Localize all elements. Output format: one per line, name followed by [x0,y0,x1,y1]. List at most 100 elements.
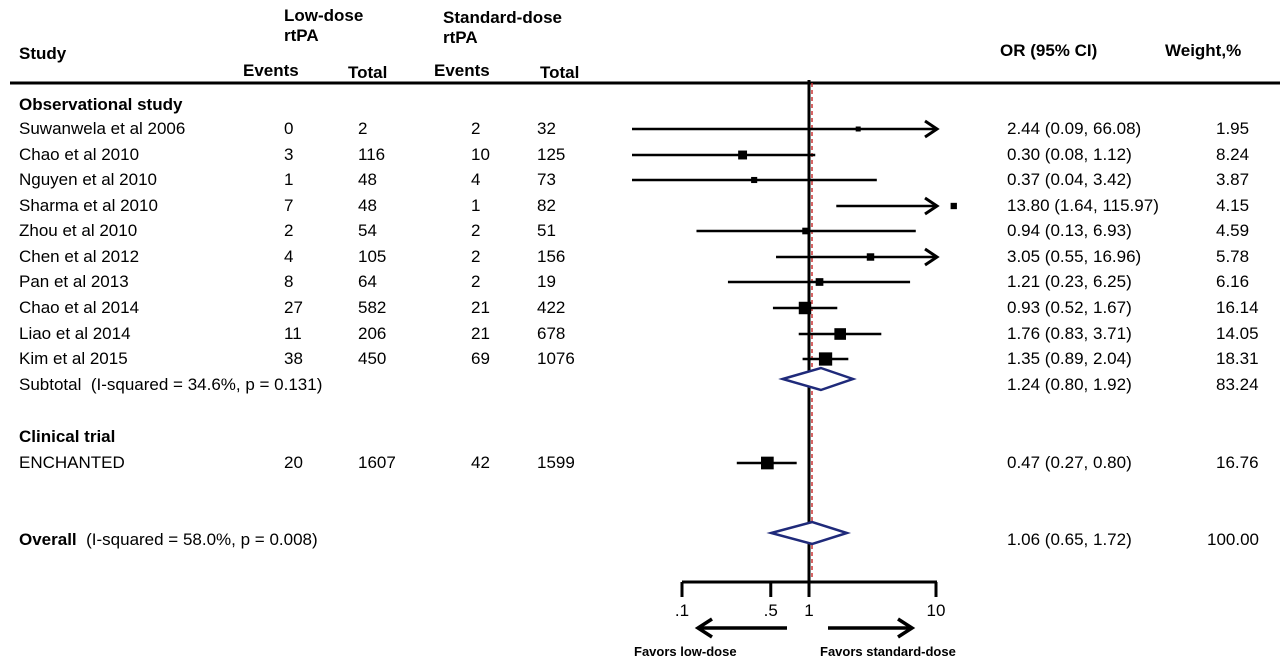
study-row-2-name: Chao et al 2010 [19,145,140,164]
study-row-10-low-events: 38 [284,349,303,368]
std-events-header: Events [434,61,490,80]
overall-or: 1.06 (0.65, 1.72) [1007,530,1132,549]
study-row-3-std-total: 73 [537,170,556,189]
trial-row-1-weight: 16.76 [1216,453,1259,472]
study-row-5-low-total: 54 [358,221,377,240]
study-row-2-weight: 8.24 [1216,145,1250,164]
subtotal-label: Subtotal [19,375,82,394]
favors-low-label: Favors low-dose [634,644,737,659]
study-row-2-low-events: 3 [284,145,294,164]
subtotal-weight: 83.24 [1216,375,1259,394]
study-row-2-low-total: 116 [358,145,386,164]
study-row-3-std-events: 4 [471,170,481,189]
study-row-3-low-total: 48 [358,170,377,189]
x-tick-label-2: .5 [764,601,778,620]
study-row-8-point [798,301,812,315]
study-row-5-point [802,227,809,235]
study-row-4-ci-arrow [924,196,940,216]
study-row-6-name: Chen et al 2012 [19,247,140,266]
study-row-6-std-total: 156 [537,247,566,266]
study-row-3-weight: 3.87 [1216,170,1250,189]
study-row-8-low-events: 27 [284,298,303,317]
study-row-1-point [855,126,861,132]
weight-header: Weight,% [1165,41,1242,60]
study-row-10-weight: 18.31 [1216,349,1259,368]
study-row-7-std-total: 19 [537,272,556,291]
study-row-5-name: Zhou et al 2010 [19,221,138,240]
study-row-4-point [950,202,957,210]
favors-low-arrowhead [694,617,713,639]
study-row-7-weight: 6.16 [1216,272,1250,291]
study-row-2-or-ci: 0.30 (0.08, 1.12) [1007,145,1132,164]
study-row-10-or-ci: 1.35 (0.89, 2.04) [1007,349,1132,368]
study-row-9-name: Liao et al 2014 [19,324,131,343]
study-row-8-or-ci: 0.93 (0.52, 1.67) [1007,298,1132,317]
study-row-7-point [815,278,824,286]
study-row-10-point [818,352,833,366]
study-row-1-low-total: 2 [358,119,368,138]
study-row-2-std-events: 10 [471,145,490,164]
study-row-8-std-total: 422 [537,298,566,317]
study-row-9-std-events: 21 [471,324,490,343]
study-row-7-low-total: 64 [358,272,377,291]
study-row-4-name: Sharma et al 2010 [19,196,158,215]
trial-row-1-std-events: 42 [471,453,490,472]
study-row-4-weight: 4.15 [1216,196,1250,215]
study-row-1-ci-arrow [924,119,940,139]
subtotal-row: Subtotal (I-squared = 34.6%, p = 0.131) [19,375,322,395]
study-row-4-low-total: 48 [358,196,377,215]
study-row-9-point [834,328,846,340]
study-row-1-or-ci: 2.44 (0.09, 66.08) [1007,119,1142,138]
study-row-6-or-ci: 3.05 (0.55, 16.96) [1007,247,1142,266]
x-tick-label-1: .1 [675,601,689,620]
x-tick-label-4: 10 [927,601,946,620]
study-row-7-std-events: 2 [471,272,481,291]
std-total-header: Total [540,63,580,82]
study-row-9-low-events: 11 [284,324,302,343]
study-row-10-std-events: 69 [471,349,490,368]
study-row-8-weight: 16.14 [1216,298,1259,317]
low-total-header: Total [348,63,388,82]
study-row-4-low-events: 7 [284,196,294,215]
x-tick-label-3: 1 [804,601,813,620]
low-events-header: Events [243,61,299,80]
or-ci-header: OR (95% CI) [1000,41,1098,60]
study-row-5-or-ci: 0.94 (0.13, 6.93) [1007,221,1132,240]
study-row-8-std-events: 21 [471,298,490,317]
overall-label: Overall [19,530,77,549]
study-row-7-low-events: 8 [284,272,294,291]
section-observational: Observational study [19,95,183,114]
trial-row-1-low-events: 20 [284,453,303,472]
trial-row-1-point [761,456,774,470]
study-row-1-name: Suwanwela et al 2006 [19,119,186,138]
study-row-7-or-ci: 1.21 (0.23, 6.25) [1007,272,1132,291]
study-row-3-name: Nguyen et al 2010 [19,170,157,189]
study-row-4-std-events: 1 [471,196,481,215]
study-row-1-std-events: 2 [471,119,481,138]
study-row-4-or-ci: 13.80 (1.64, 115.97) [1007,196,1159,215]
study-row-9-low-total: 206 [358,324,387,343]
study-row-3-low-events: 1 [284,170,294,189]
trial-row-1-name: ENCHANTED [19,453,125,472]
study-row-5-std-events: 2 [471,221,481,240]
study-row-5-weight: 4.59 [1216,221,1250,240]
overall-heterogeneity: (I-squared = 58.0%, p = 0.008) [86,530,318,549]
study-row-2-point [738,150,748,160]
standard-dose-header-line1: Standard-dose [443,8,563,27]
study-row-5-std-total: 51 [537,221,556,240]
study-row-2-std-total: 125 [537,145,566,164]
overall-diamond [766,520,852,546]
low-dose-header-line1: Low-dose [284,6,364,25]
study-row-1-weight: 1.95 [1216,119,1250,138]
subtotal-diamond [778,366,857,392]
study-row-10-name: Kim et al 2015 [19,349,128,368]
subtotal-or: 1.24 (0.80, 1.92) [1007,375,1132,394]
study-column-header: Study [19,44,67,63]
study-row-8-name: Chao et al 2014 [19,298,140,317]
favors-standard-label: Favors standard-dose [820,644,956,659]
study-row-6-point [866,253,875,261]
study-row-6-weight: 5.78 [1216,247,1250,266]
study-row-10-std-total: 1076 [537,349,575,368]
study-row-9-std-total: 678 [537,324,566,343]
